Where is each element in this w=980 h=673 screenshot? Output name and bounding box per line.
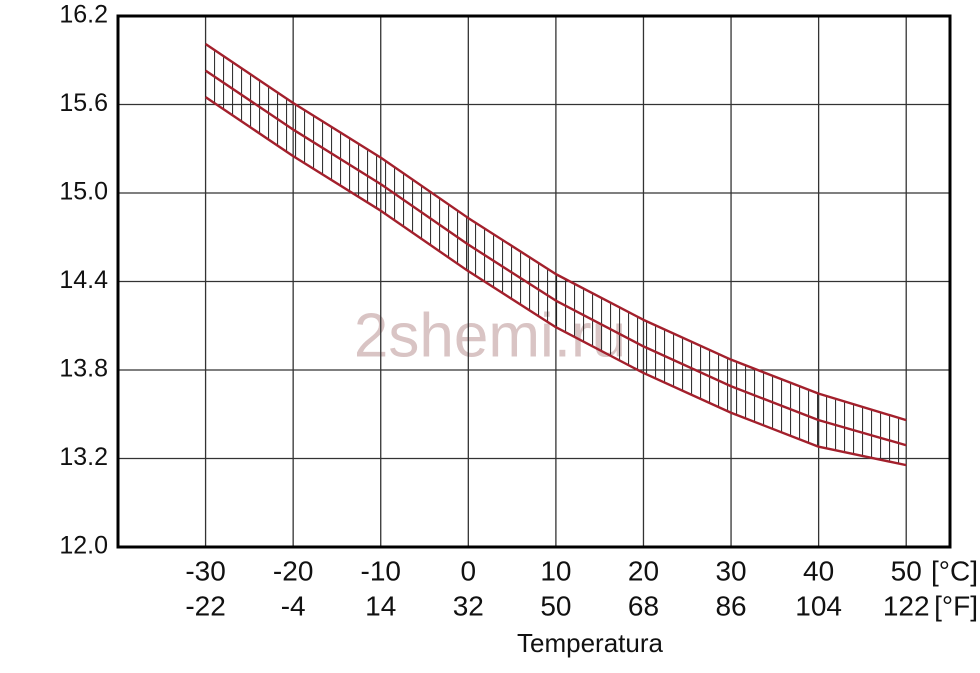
series-line [204, 69, 907, 447]
plot-border [116, 14, 952, 549]
y-tick-label: 16.2 [59, 1, 108, 29]
hatch [205, 44, 900, 464]
y-tick-label: 13.2 [59, 443, 108, 471]
series-line [204, 96, 907, 467]
x-axis-title: Temperatura [517, 628, 663, 658]
x2-tick-label: 104 [795, 590, 842, 621]
x-tick-label: -10 [361, 555, 401, 586]
x-tick-label: -20 [273, 555, 313, 586]
x-unit: [°C] [931, 555, 978, 586]
x2-unit: [°F] [934, 590, 978, 621]
x-tick-label: 40 [803, 555, 834, 586]
x2-tick-label: 122 [883, 590, 930, 621]
x-tick-label: 50 [891, 555, 922, 586]
series-line [204, 43, 907, 422]
x2-tick-label: 50 [540, 590, 571, 621]
x2-tick-label: 14 [365, 590, 396, 621]
y-tick-label: 15.0 [59, 178, 108, 206]
y-tick-label: 15.6 [59, 89, 108, 117]
x-tick-label: 0 [461, 555, 477, 586]
x2-tick-label: -4 [281, 590, 306, 621]
x-tick-label: -30 [185, 555, 225, 586]
y-tick-label: 13.8 [59, 355, 108, 383]
watermark: 2shemi.ru [354, 301, 626, 370]
y-tick-label: 12.0 [59, 532, 108, 560]
x-tick-label: 10 [540, 555, 571, 586]
x2-tick-label: 68 [628, 590, 659, 621]
y-tick-label: 14.4 [59, 266, 108, 294]
x-tick-label: 30 [715, 555, 746, 586]
x2-tick-label: -22 [185, 590, 225, 621]
x2-tick-label: 32 [453, 590, 484, 621]
x2-tick-label: 86 [715, 590, 746, 621]
x-tick-label: 20 [628, 555, 659, 586]
